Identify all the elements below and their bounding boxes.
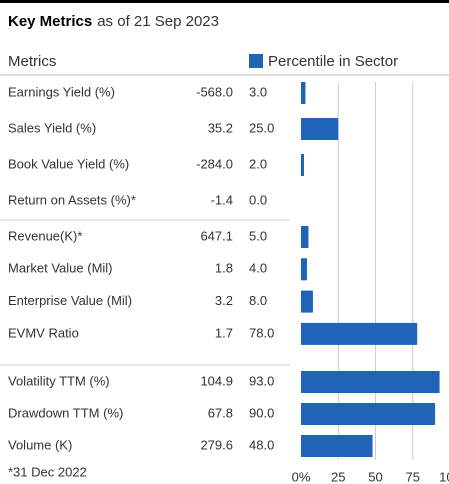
metric-value: 647.1 <box>200 228 233 243</box>
metric-name: Volatility TTM (%) <box>8 373 110 388</box>
percentile-value: 93.0 <box>249 373 274 388</box>
percentile-bar <box>301 82 306 104</box>
percentile-bar <box>301 258 307 281</box>
legend-swatch <box>249 54 263 68</box>
percentile-bar <box>301 403 436 425</box>
metric-value: 1.7 <box>215 325 233 340</box>
title: Key Metrics <box>8 13 92 30</box>
percentile-value: 3.0 <box>249 84 267 99</box>
percentile-value: 4.0 <box>249 261 267 276</box>
percentile-bar <box>301 435 373 457</box>
metric-value: -1.4 <box>211 192 233 207</box>
metric-name: Drawdown TTM (%) <box>8 405 123 420</box>
metric-name: Enterprise Value (Mil) <box>8 293 132 308</box>
subtitle: as of 21 Sep 2023 <box>97 13 219 30</box>
metric-value: -568.0 <box>196 84 233 99</box>
metric-name: Earnings Yield (%) <box>8 84 115 99</box>
metric-value: 67.8 <box>208 405 233 420</box>
x-tick-label: 0% <box>292 469 311 484</box>
percentile-value: 25.0 <box>249 120 274 135</box>
percentile-bar <box>301 118 339 140</box>
legend-label: Percentile in Sector <box>268 53 398 70</box>
percentile-bar <box>301 226 309 248</box>
percentile-bar <box>301 154 304 176</box>
metric-value: -284.0 <box>196 156 233 171</box>
footnote: *31 Dec 2022 <box>8 464 87 479</box>
top-rule <box>0 0 449 3</box>
percentile-value: 8.0 <box>249 293 267 308</box>
metric-name: Return on Assets (%)* <box>8 192 136 207</box>
metric-name: Revenue(K)* <box>8 228 82 243</box>
percentile-value: 5.0 <box>249 228 267 243</box>
metric-value: 3.2 <box>215 293 233 308</box>
percentile-bar <box>301 322 418 345</box>
percentile-value: 2.0 <box>249 156 267 171</box>
metric-name: Book Value Yield (%) <box>8 156 129 171</box>
percentile-value: 78.0 <box>249 325 274 340</box>
x-tick-label: 25 <box>331 469 345 484</box>
metric-name: Volume (K) <box>8 437 72 452</box>
percentile-value: 48.0 <box>249 437 274 452</box>
metric-value: 104.9 <box>200 373 233 388</box>
x-tick-label: 100 <box>439 469 449 484</box>
metric-value: 1.8 <box>215 261 233 276</box>
x-tick-label: 50 <box>368 469 382 484</box>
x-tick-label: 75 <box>406 469 420 484</box>
percentile-bar <box>301 290 313 313</box>
metric-value: 35.2 <box>208 120 233 135</box>
metric-name: EVMV Ratio <box>8 325 79 340</box>
percentile-value: 0.0 <box>249 192 267 207</box>
metric-name: Sales Yield (%) <box>8 120 96 135</box>
metric-value: 279.6 <box>200 437 233 452</box>
percentile-value: 90.0 <box>249 405 274 420</box>
metric-name: Market Value (Mil) <box>8 261 113 276</box>
percentile-bar <box>301 371 440 393</box>
metrics-header: Metrics <box>8 53 56 70</box>
